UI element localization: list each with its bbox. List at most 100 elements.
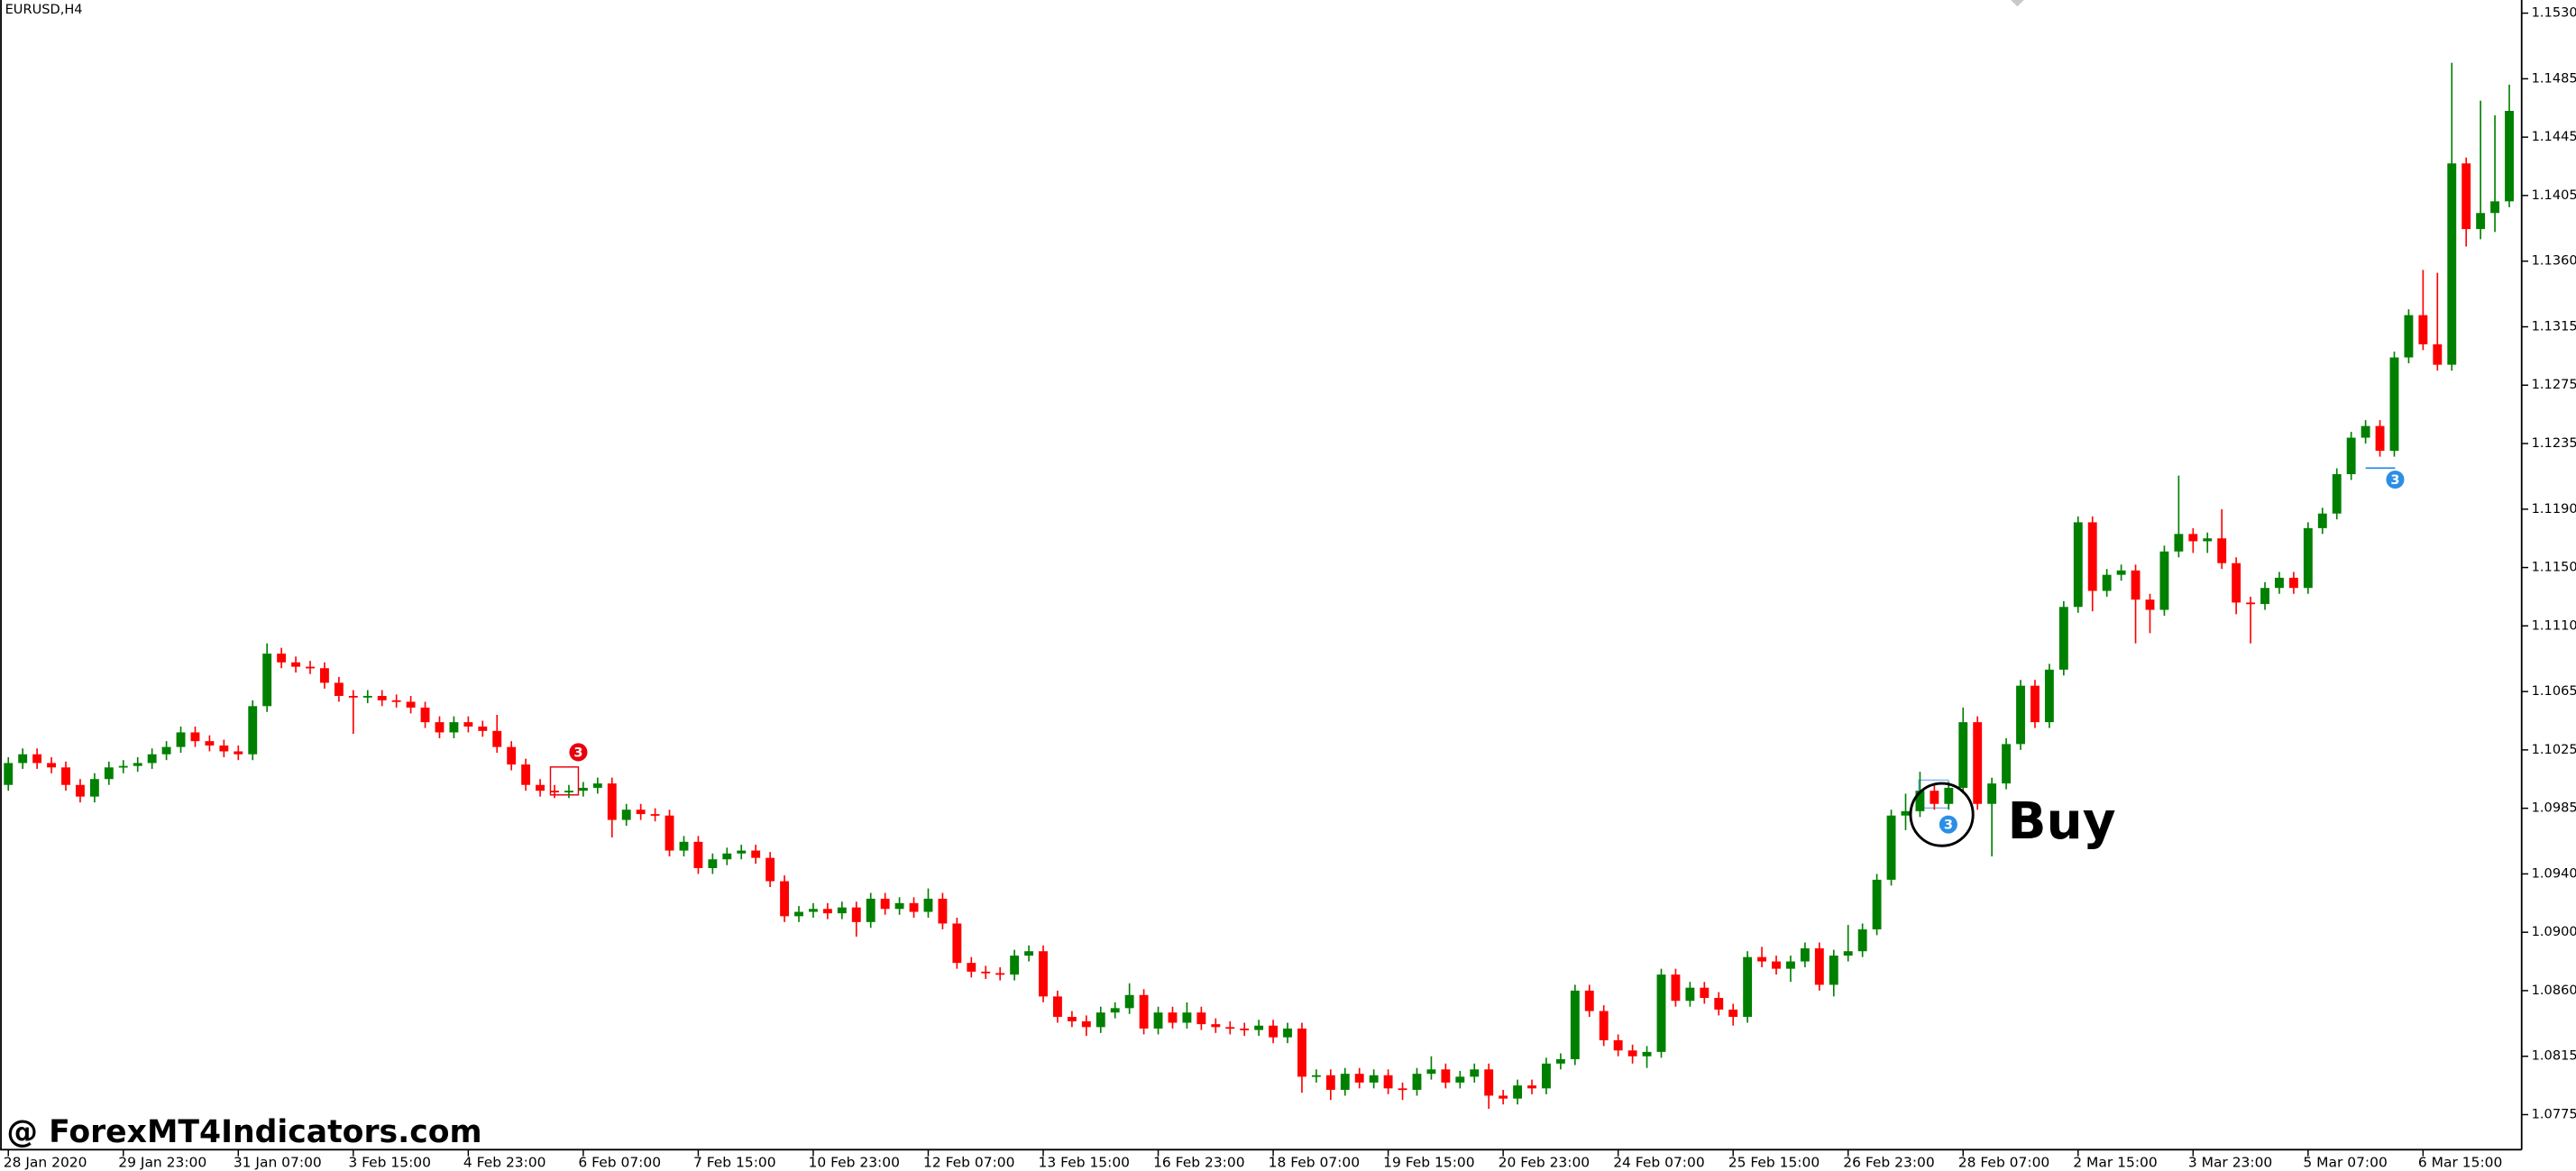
candle-body: [536, 784, 545, 791]
y-tick-label: 1.1190: [2532, 501, 2576, 517]
y-tick-label: 1.1360: [2532, 253, 2576, 269]
candle-body: [118, 765, 128, 768]
candle-body: [2116, 570, 2126, 575]
candle-body: [2317, 513, 2327, 528]
candle-body: [1110, 1008, 1120, 1013]
signal-box: [549, 766, 580, 796]
x-tick-label: 28 Feb 07:00: [1958, 1154, 2049, 1170]
candle-body: [1354, 1074, 1364, 1083]
candle-body: [1915, 791, 1925, 811]
candle-body: [1542, 1063, 1551, 1089]
x-tick-label: 7 Feb 15:00: [693, 1154, 776, 1170]
candle-body: [1139, 994, 1149, 1029]
candle-body: [751, 850, 761, 858]
candle-body: [2002, 744, 2012, 784]
candle-body: [89, 779, 99, 797]
candle-body: [377, 695, 387, 700]
candle-body: [1513, 1085, 1523, 1099]
candle-body: [1484, 1069, 1494, 1096]
candle-body: [2346, 437, 2356, 474]
candle-body: [205, 741, 215, 746]
x-tick-label: 18 Feb 07:00: [1269, 1154, 1360, 1170]
candle-body: [1225, 1027, 1235, 1029]
candle-body: [578, 787, 588, 791]
candle-body: [1398, 1088, 1407, 1091]
candle-body: [1269, 1025, 1279, 1038]
candle-body: [1455, 1076, 1465, 1083]
candle-body: [32, 754, 42, 764]
y-tick-label: 1.0860: [2532, 983, 2576, 998]
candle-body: [1599, 1011, 1609, 1040]
candle-body: [592, 783, 602, 788]
y-tick-label: 1.0940: [2532, 865, 2576, 881]
candle-body: [1081, 1020, 1091, 1028]
candle-body: [18, 754, 28, 764]
candle-body: [147, 754, 157, 764]
candle-body: [507, 746, 517, 765]
x-tick-label: 24 Feb 07:00: [1613, 1154, 1704, 1170]
candle-body: [1930, 791, 1939, 804]
candle-body: [2303, 527, 2313, 589]
candle-body: [1240, 1028, 1250, 1030]
candle-body: [722, 853, 732, 860]
signal-marker: [2386, 470, 2405, 489]
y-tick-label: 1.1235: [2532, 435, 2576, 451]
candle-body: [2044, 669, 2054, 723]
x-tick-label: 6 Mar 15:00: [2418, 1154, 2502, 1170]
candle-body: [1369, 1075, 1379, 1083]
candle-body: [794, 911, 803, 917]
candle-body: [2073, 522, 2083, 608]
candle-body: [190, 732, 200, 742]
candle-body: [320, 668, 329, 683]
x-tick-label: 26 Feb 23:00: [1843, 1154, 1934, 1170]
candle-body: [133, 763, 142, 766]
signal-marker: [569, 743, 588, 762]
candle-body: [2087, 522, 2097, 591]
candle-body: [1412, 1074, 1422, 1090]
y-tick-label: 1.1110: [2532, 618, 2576, 633]
candle-body: [1311, 1075, 1321, 1077]
candle-body: [1555, 1058, 1565, 1064]
candle-body: [1067, 1017, 1077, 1021]
candle-body: [1671, 974, 1681, 1002]
candle-body: [2016, 685, 2025, 745]
candle-body: [1642, 1051, 1652, 1057]
candle-body: [693, 841, 703, 868]
candle-body: [550, 791, 559, 793]
candle-body: [1757, 956, 1767, 962]
candle-body: [2159, 551, 2169, 610]
candle-body: [291, 662, 301, 667]
candle-body: [1714, 997, 1724, 1010]
signal-marker-label: 3: [573, 745, 582, 760]
x-tick-label: 6 Feb 07:00: [578, 1154, 661, 1170]
x-tick-label: 20 Feb 23:00: [1499, 1154, 1590, 1170]
x-tick-label: 28 Jan 2020: [4, 1154, 87, 1170]
candle-body: [851, 907, 861, 922]
candle-body: [521, 764, 531, 785]
candle-body: [219, 746, 229, 752]
x-tick-label: 3 Mar 23:00: [2188, 1154, 2272, 1170]
x-tick-label: 10 Feb 23:00: [808, 1154, 899, 1170]
candle-body: [765, 857, 775, 882]
buy-circle: [1909, 782, 1975, 847]
candle-body: [2418, 315, 2428, 344]
candle-body: [1297, 1028, 1306, 1077]
candle-body: [2490, 201, 2500, 214]
x-tick-label: 31 Jan 07:00: [234, 1154, 322, 1170]
candle-body: [780, 881, 790, 917]
candle-body: [1010, 956, 1020, 975]
candle-body: [1254, 1025, 1264, 1030]
x-tick-label: 29 Jan 23:00: [118, 1154, 206, 1170]
candle-body: [1814, 947, 1824, 985]
candle-body: [564, 791, 573, 793]
candle-body: [1168, 1012, 1178, 1023]
candle-body: [1987, 783, 1997, 804]
candle-body: [2288, 577, 2298, 589]
candle-body: [334, 682, 344, 696]
candle-body: [1383, 1075, 1393, 1089]
candle-body: [47, 763, 56, 768]
candle-body: [406, 701, 416, 708]
candle-body: [2332, 473, 2342, 514]
